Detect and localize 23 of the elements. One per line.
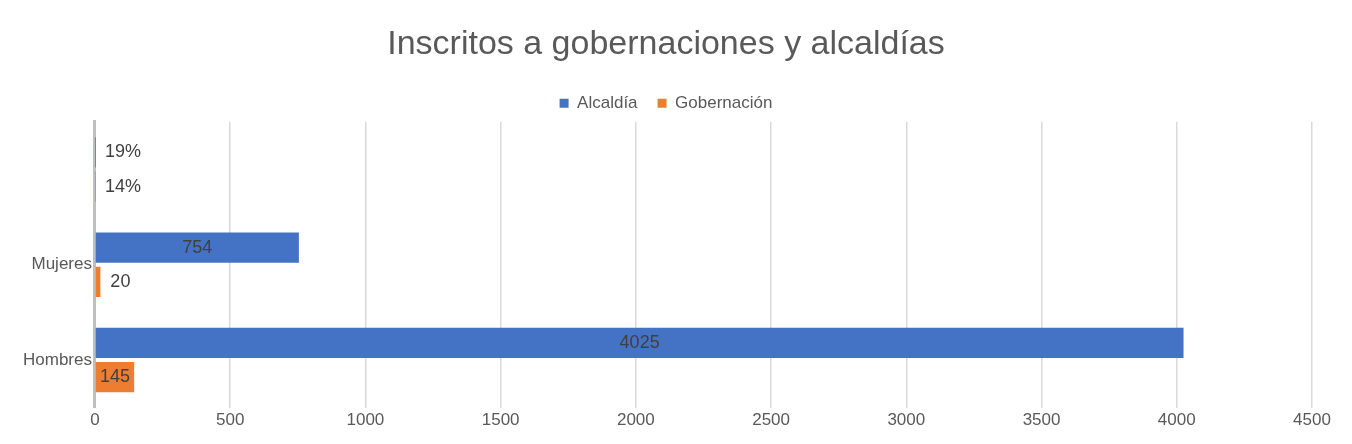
- x-tick-label: 3500: [1022, 410, 1061, 430]
- legend-label: Alcaldía: [577, 92, 639, 112]
- x-tick-label: 3000: [887, 410, 926, 430]
- x-tick-label: 1500: [481, 410, 520, 430]
- bar: [95, 327, 1184, 358]
- data-label: 145: [99, 366, 130, 387]
- data-label: 14%: [105, 175, 142, 196]
- y-tick-label: Mujeres: [31, 254, 92, 274]
- data-label: 19%: [105, 141, 142, 162]
- data-label: 754: [182, 236, 213, 257]
- x-tick-label: 500: [216, 410, 245, 430]
- chart-title: Inscritos a gobernaciones y alcaldías: [387, 22, 945, 61]
- y-tick-label: Hombres: [22, 349, 92, 369]
- x-tick-label: 0: [90, 410, 100, 430]
- x-tick-label: 2000: [616, 410, 655, 430]
- data-label: 4025: [619, 331, 660, 352]
- bar: [95, 232, 299, 263]
- x-tick-label: 4500: [1293, 410, 1331, 430]
- data-label: 20: [110, 270, 131, 291]
- legend-label: Gobernación: [675, 92, 773, 112]
- x-tick-label: 2500: [752, 410, 791, 430]
- x-tick-label: 1000: [346, 410, 385, 430]
- x-tick-label: 4000: [1157, 410, 1196, 430]
